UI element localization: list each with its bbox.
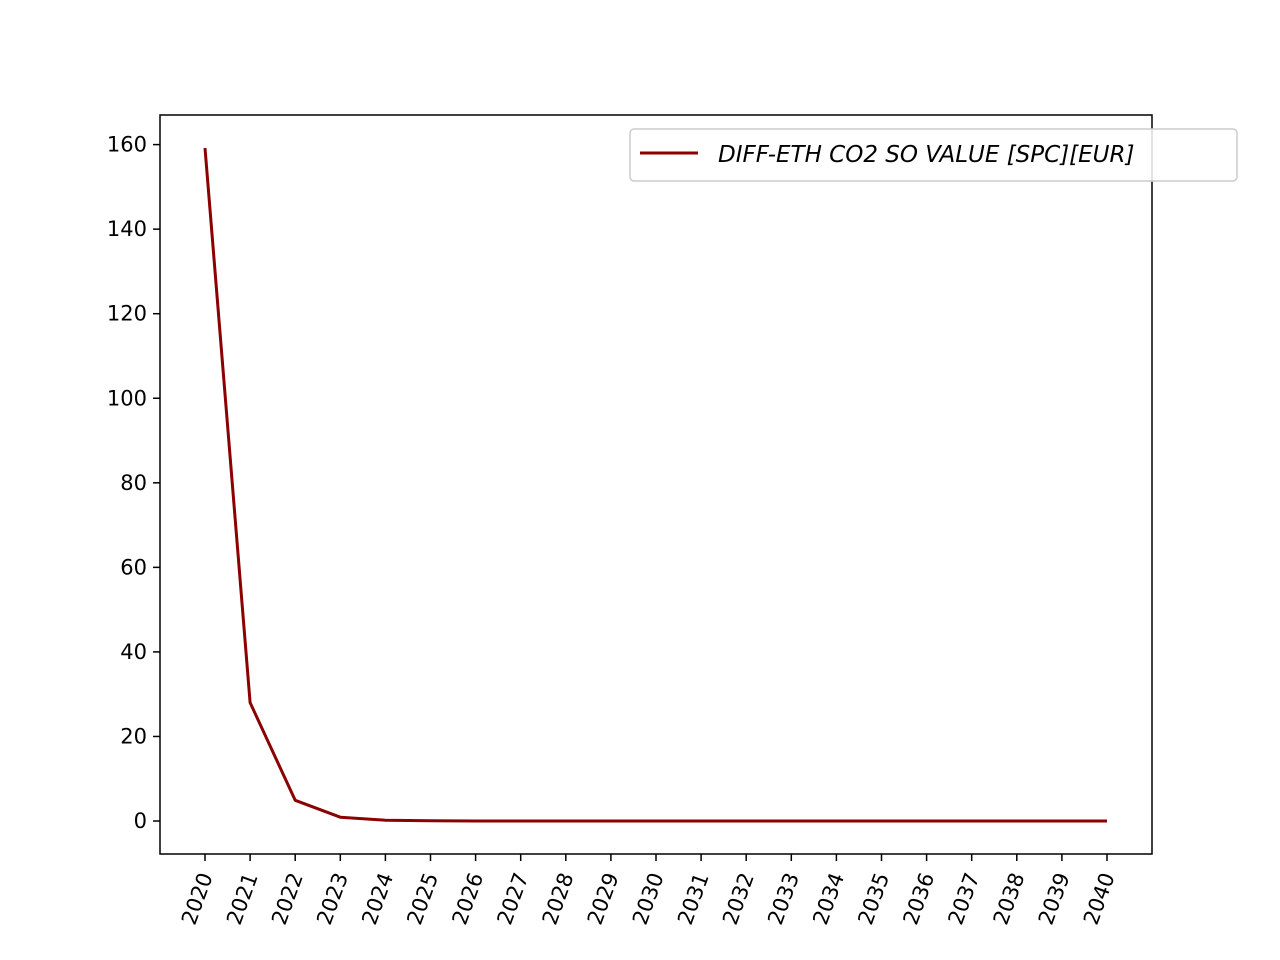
x-tick-label: 2030 — [628, 870, 669, 928]
x-tick-label: 2039 — [1034, 870, 1075, 928]
x-tick-label: 2021 — [222, 870, 263, 928]
y-tick-label: 60 — [120, 555, 147, 579]
y-tick-label: 160 — [107, 133, 147, 157]
x-tick-label: 2027 — [493, 870, 534, 928]
x-tick-label: 2037 — [944, 870, 985, 928]
legend-label: DIFF-ETH CO2 SO VALUE [SPC][EUR] — [718, 142, 1134, 168]
x-tick-label: 2034 — [808, 870, 849, 928]
x-tick-label: 2025 — [402, 870, 443, 928]
series-layer — [203, 147, 1107, 823]
x-tick-label: 2026 — [447, 870, 488, 928]
x-tick-label: 2024 — [357, 870, 398, 928]
x-tick-label: 2038 — [989, 870, 1030, 928]
y-tick-label: 0 — [134, 809, 147, 833]
x-tick-label: 2023 — [312, 870, 353, 928]
x-tick-label: 2028 — [538, 870, 579, 928]
x-axis: 2020 2021 2022 2023 2024 2025 2026 2027 2028 2029… — [177, 854, 1120, 928]
y-tick-label: 140 — [107, 217, 147, 241]
x-tick-label: 2031 — [673, 870, 714, 928]
y-tick-label: 20 — [120, 724, 147, 748]
y-tick-label: 120 — [107, 302, 147, 326]
series-line — [203, 147, 1107, 823]
y-tick-label: 40 — [120, 640, 147, 664]
x-tick-label: 2022 — [267, 870, 308, 928]
x-tick-label: 2020 — [177, 870, 218, 928]
plot-frame — [159, 114, 1153, 855]
y-tick-label: 100 — [107, 386, 147, 410]
x-tick-label: 2033 — [763, 870, 804, 928]
x-tick-label: 2036 — [898, 870, 939, 928]
legend-box — [629, 128, 1238, 182]
x-tick-label: 2035 — [853, 870, 894, 928]
legend: DIFF-ETH CO2 SO VALUE [SPC][EUR] — [629, 128, 1238, 182]
x-tick-label: 2032 — [718, 870, 759, 928]
x-tick-label: 2029 — [583, 870, 624, 928]
y-axis: 0 20 40 60 80 100 120 140 160 — [107, 133, 160, 833]
y-tick-label: 80 — [120, 471, 147, 495]
x-tick-label: 2040 — [1079, 870, 1120, 928]
